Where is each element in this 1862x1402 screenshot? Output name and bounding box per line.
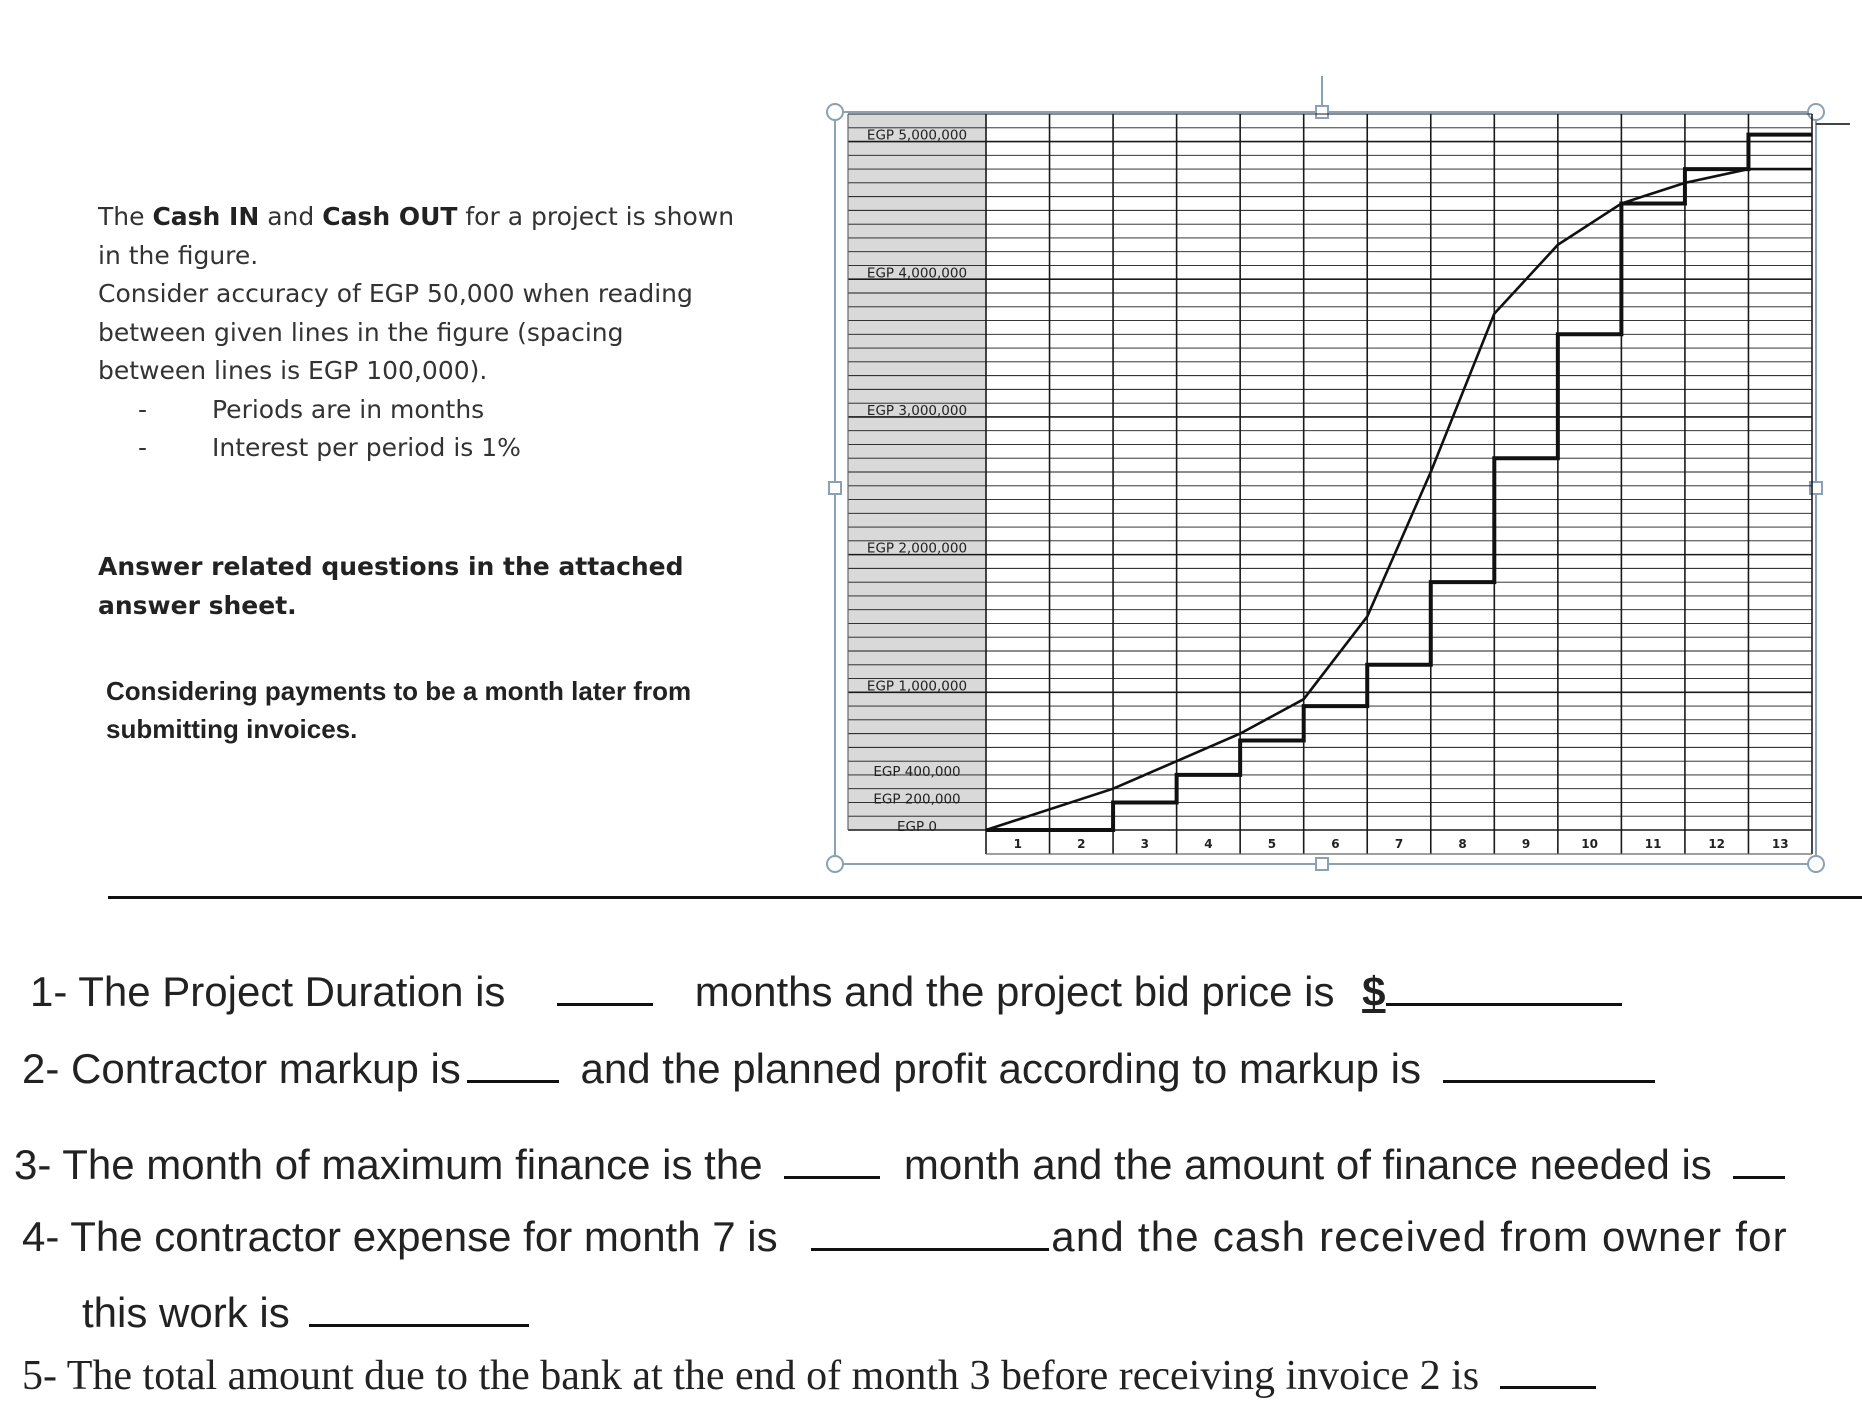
- intro-text: for a project is shown: [457, 202, 735, 231]
- answer-note-line-1: Answer related questions in the attached: [98, 552, 684, 581]
- answer-blank-markup[interactable]: [466, 1044, 559, 1083]
- intro-line-1: The Cash IN and Cash OUT for a project i…: [98, 198, 758, 237]
- question-3: 3- The month of maximum finance is the m…: [14, 1140, 1786, 1189]
- question-1-text-b: months and the project bid price is: [694, 968, 1335, 1015]
- bullet-interest: - Interest per period is 1%: [138, 429, 758, 468]
- bullet-text: Periods are in months: [212, 394, 485, 424]
- question-2: 2- Contractor markup is and the planned …: [22, 1044, 1655, 1093]
- bullet-periods: - Periods are in months: [138, 391, 758, 430]
- corner-resize-handle: [826, 103, 844, 121]
- x-tick-label: 6: [1331, 837, 1339, 851]
- y-tick-label: EGP 200,000: [873, 791, 960, 807]
- question-1: 1- The Project Duration is months and th…: [30, 967, 1622, 1016]
- question-4-continued: this work is: [82, 1288, 530, 1337]
- question-2-text-a: 2- Contractor markup is: [22, 1045, 461, 1092]
- answer-blank-cash-received[interactable]: [309, 1288, 530, 1327]
- question-4-text-b: and the cash received from owner for: [1051, 1213, 1788, 1260]
- y-tick-label: EGP 3,000,000: [867, 403, 967, 419]
- considering-note: Considering payments to be a month later…: [106, 672, 786, 748]
- question-5: 5- The total amount due to the bank at t…: [22, 1350, 1596, 1400]
- considering-note-line-2: submitting invoices.: [106, 714, 358, 744]
- x-tick-label: 2: [1077, 837, 1085, 851]
- x-tick-label: 9: [1522, 837, 1530, 851]
- y-tick-label: EGP 1,000,000: [867, 678, 967, 694]
- bullet-dash: -: [138, 394, 148, 424]
- y-tick-label: EGP 2,000,000: [867, 541, 967, 557]
- y-tick-label: EGP 4,000,000: [867, 265, 967, 281]
- answer-blank-bid-price[interactable]: [1385, 967, 1622, 1006]
- edge-resize-handle: [1315, 105, 1329, 119]
- question-4: 4- The contractor expense for month 7 is…: [22, 1212, 1788, 1261]
- intro-text: The: [98, 202, 153, 231]
- x-tick-label: 4: [1204, 837, 1212, 851]
- edge-resize-handle: [1809, 481, 1823, 495]
- answer-blank-bank-amount[interactable]: [1499, 1350, 1596, 1389]
- question-2-text-b: and the planned profit according to mark…: [580, 1045, 1421, 1092]
- x-tick-label: 10: [1581, 837, 1598, 851]
- corner-resize-handle: [1807, 855, 1825, 873]
- answer-note-line-2: answer sheet.: [98, 590, 297, 620]
- bullet-text: Interest per period is 1%: [212, 433, 521, 462]
- y-tick-label: EGP 400,000: [873, 764, 960, 780]
- chart-grid: [847, 113, 1813, 855]
- answer-blank-max-finance-month[interactable]: [784, 1140, 881, 1179]
- x-tick-label: 3: [1141, 837, 1149, 851]
- cash-out-term: Cash OUT: [322, 202, 458, 231]
- intro-line-4: between given lines in the figure (spaci…: [98, 317, 624, 347]
- answer-note: Answer related questions in the attached…: [98, 548, 718, 625]
- answer-blank-finance-amount[interactable]: [1733, 1140, 1786, 1179]
- corner-resize-handle: [826, 855, 844, 873]
- cash-in-term: Cash IN: [152, 202, 260, 231]
- answer-blank-profit[interactable]: [1442, 1044, 1655, 1083]
- step-series-line: [986, 132, 1812, 832]
- question-4-text-a: 4- The contractor expense for month 7 is: [22, 1213, 778, 1260]
- y-tick-label: EGP 5,000,000: [867, 128, 967, 144]
- considering-note-line-1: Considering payments to be a month later…: [106, 676, 692, 706]
- question-5-text: 5- The total amount due to the bank at t…: [22, 1353, 1480, 1399]
- answer-blank-duration[interactable]: [557, 967, 654, 1006]
- y-axis-labels: EGP 5,000,000 EGP 4,000,000 EGP 3,000,000 E…: [867, 128, 967, 835]
- x-tick-label: 11: [1645, 837, 1662, 851]
- intro-line-3: Consider accuracy of EGP 50,000 when rea…: [98, 279, 693, 308]
- x-tick-label: 12: [1708, 837, 1725, 851]
- x-tick-label: 5: [1268, 837, 1276, 851]
- chart-series: [985, 132, 1812, 832]
- section-divider: [108, 896, 1862, 899]
- question-4-text-c: this work is: [82, 1289, 290, 1336]
- intro-text: and: [259, 202, 323, 231]
- question-3-text-a: 3- The month of maximum finance is the: [14, 1141, 763, 1188]
- x-tick-label: 13: [1772, 837, 1789, 851]
- x-tick-label: 8: [1458, 837, 1466, 851]
- y-tick-label: EGP 0: [897, 819, 937, 835]
- x-tick-label: 1: [1014, 837, 1022, 851]
- answer-blank-expense-month-7[interactable]: [811, 1212, 1050, 1251]
- question-1-text-a: 1- The Project Duration is: [30, 968, 506, 1015]
- intro-line-2: in the figure.: [98, 240, 259, 270]
- currency-symbol: $: [1362, 968, 1386, 1015]
- smooth-series-line: [985, 167, 1812, 832]
- problem-description: The Cash IN and Cash OUT for a project i…: [98, 198, 758, 468]
- intro-line-5: between lines is EGP 100,000).: [98, 356, 488, 385]
- x-tick-label: 7: [1395, 837, 1403, 851]
- question-3-text-b: month and the amount of finance needed i…: [903, 1141, 1712, 1188]
- x-axis-labels: 1 2 3 4 5 6 7 8 9 10 11 12 13: [1014, 837, 1789, 851]
- bullet-dash: -: [138, 433, 148, 462]
- corner-resize-handle: [1807, 103, 1825, 121]
- edge-resize-handle: [1315, 857, 1329, 871]
- cash-flow-chart: EGP 5,000,000 EGP 4,000,000 EGP 3,000,000 E…: [826, 76, 1850, 873]
- edge-resize-handle: [828, 481, 842, 495]
